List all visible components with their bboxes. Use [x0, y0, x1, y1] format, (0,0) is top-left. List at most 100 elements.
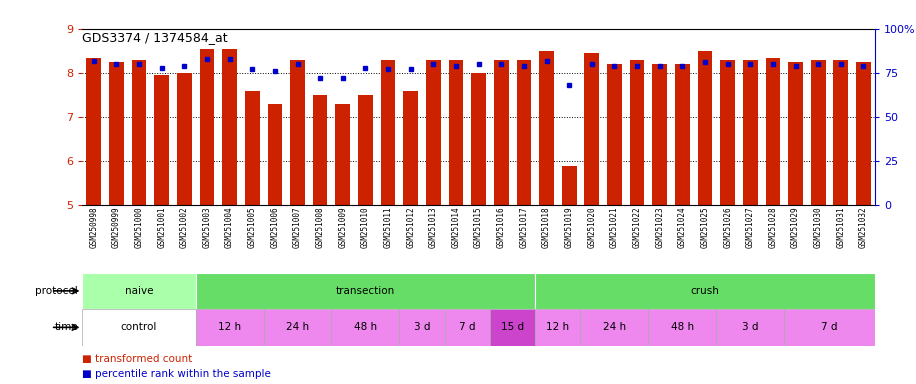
Bar — [581, 309, 649, 346]
Bar — [196, 273, 535, 309]
Text: GSM250999: GSM250999 — [112, 207, 121, 248]
Text: crush: crush — [691, 286, 719, 296]
Text: protocol: protocol — [35, 286, 78, 296]
Bar — [358, 95, 373, 205]
Bar — [426, 60, 441, 205]
Bar — [834, 60, 848, 205]
Text: GSM251032: GSM251032 — [859, 207, 868, 248]
Bar — [652, 64, 667, 205]
Bar — [607, 64, 622, 205]
Bar — [267, 104, 282, 205]
Text: GDS3374 / 1374584_at: GDS3374 / 1374584_at — [82, 31, 228, 44]
Text: GSM251013: GSM251013 — [429, 207, 438, 248]
Text: control: control — [121, 322, 158, 333]
Bar — [335, 104, 350, 205]
Bar — [223, 49, 237, 205]
Bar — [743, 60, 758, 205]
Text: GSM251010: GSM251010 — [361, 207, 370, 248]
Bar — [562, 166, 576, 205]
Bar — [517, 60, 531, 205]
Bar — [109, 62, 124, 205]
Text: 12 h: 12 h — [218, 322, 241, 333]
Bar — [766, 58, 780, 205]
Text: 12 h: 12 h — [546, 322, 570, 333]
Text: 7 d: 7 d — [459, 322, 475, 333]
Text: GSM251006: GSM251006 — [270, 207, 279, 248]
Text: 3 d: 3 d — [742, 322, 758, 333]
Text: 48 h: 48 h — [354, 322, 377, 333]
Bar — [856, 62, 871, 205]
Text: 48 h: 48 h — [671, 322, 694, 333]
Bar — [403, 91, 418, 205]
Text: ■ transformed count: ■ transformed count — [82, 354, 192, 364]
Bar — [675, 64, 690, 205]
Bar — [196, 309, 264, 346]
Bar — [494, 60, 508, 205]
Text: GSM251007: GSM251007 — [293, 207, 302, 248]
Bar — [629, 60, 645, 205]
Text: GSM251024: GSM251024 — [678, 207, 687, 248]
Bar — [716, 309, 784, 346]
Bar — [82, 273, 196, 309]
Bar — [788, 62, 803, 205]
Text: GSM251000: GSM251000 — [135, 207, 144, 248]
Text: ■ percentile rank within the sample: ■ percentile rank within the sample — [82, 369, 271, 379]
Text: time: time — [54, 322, 78, 333]
Text: GSM251015: GSM251015 — [474, 207, 483, 248]
Text: GSM251028: GSM251028 — [769, 207, 778, 248]
Bar — [471, 73, 486, 205]
Text: GSM251012: GSM251012 — [406, 207, 415, 248]
Text: GSM251018: GSM251018 — [542, 207, 551, 248]
Bar — [698, 51, 713, 205]
Bar — [444, 309, 490, 346]
Text: 24 h: 24 h — [603, 322, 626, 333]
Text: 7 d: 7 d — [822, 322, 838, 333]
Bar — [381, 60, 396, 205]
Text: GSM250998: GSM250998 — [89, 207, 98, 248]
Text: GSM251027: GSM251027 — [746, 207, 755, 248]
Bar — [584, 53, 599, 205]
Bar — [535, 309, 581, 346]
Bar — [399, 309, 444, 346]
Text: GSM251020: GSM251020 — [587, 207, 596, 248]
Bar — [312, 95, 328, 205]
Text: GSM251008: GSM251008 — [316, 207, 324, 248]
Bar — [154, 75, 169, 205]
Bar — [332, 309, 399, 346]
Bar — [264, 309, 332, 346]
Text: GSM251029: GSM251029 — [791, 207, 800, 248]
Text: naive: naive — [125, 286, 153, 296]
Text: GSM251031: GSM251031 — [836, 207, 845, 248]
Bar — [200, 49, 214, 205]
Text: 3 d: 3 d — [414, 322, 431, 333]
Bar — [784, 309, 875, 346]
Bar — [177, 73, 191, 205]
Bar — [82, 309, 196, 346]
Text: GSM251023: GSM251023 — [655, 207, 664, 248]
Text: GSM251026: GSM251026 — [723, 207, 732, 248]
Text: GSM251011: GSM251011 — [384, 207, 393, 248]
Text: GSM251030: GSM251030 — [813, 207, 823, 248]
Bar — [540, 51, 554, 205]
Text: GSM251001: GSM251001 — [158, 207, 166, 248]
Bar — [245, 91, 259, 205]
Text: GSM251009: GSM251009 — [338, 207, 347, 248]
Text: GSM251016: GSM251016 — [496, 207, 506, 248]
Bar — [86, 58, 101, 205]
Text: GSM251019: GSM251019 — [564, 207, 573, 248]
Bar — [132, 60, 147, 205]
Bar — [720, 60, 735, 205]
Bar — [811, 60, 825, 205]
Text: GSM251021: GSM251021 — [610, 207, 619, 248]
Text: GSM251025: GSM251025 — [701, 207, 710, 248]
Text: GSM251002: GSM251002 — [180, 207, 189, 248]
Bar — [449, 60, 463, 205]
Bar — [535, 273, 875, 309]
Text: transection: transection — [336, 286, 395, 296]
Text: 24 h: 24 h — [286, 322, 309, 333]
Text: GSM251022: GSM251022 — [633, 207, 641, 248]
Text: GSM251004: GSM251004 — [225, 207, 234, 248]
Text: GSM251005: GSM251005 — [247, 207, 256, 248]
Text: GSM251014: GSM251014 — [452, 207, 461, 248]
Bar — [490, 309, 535, 346]
